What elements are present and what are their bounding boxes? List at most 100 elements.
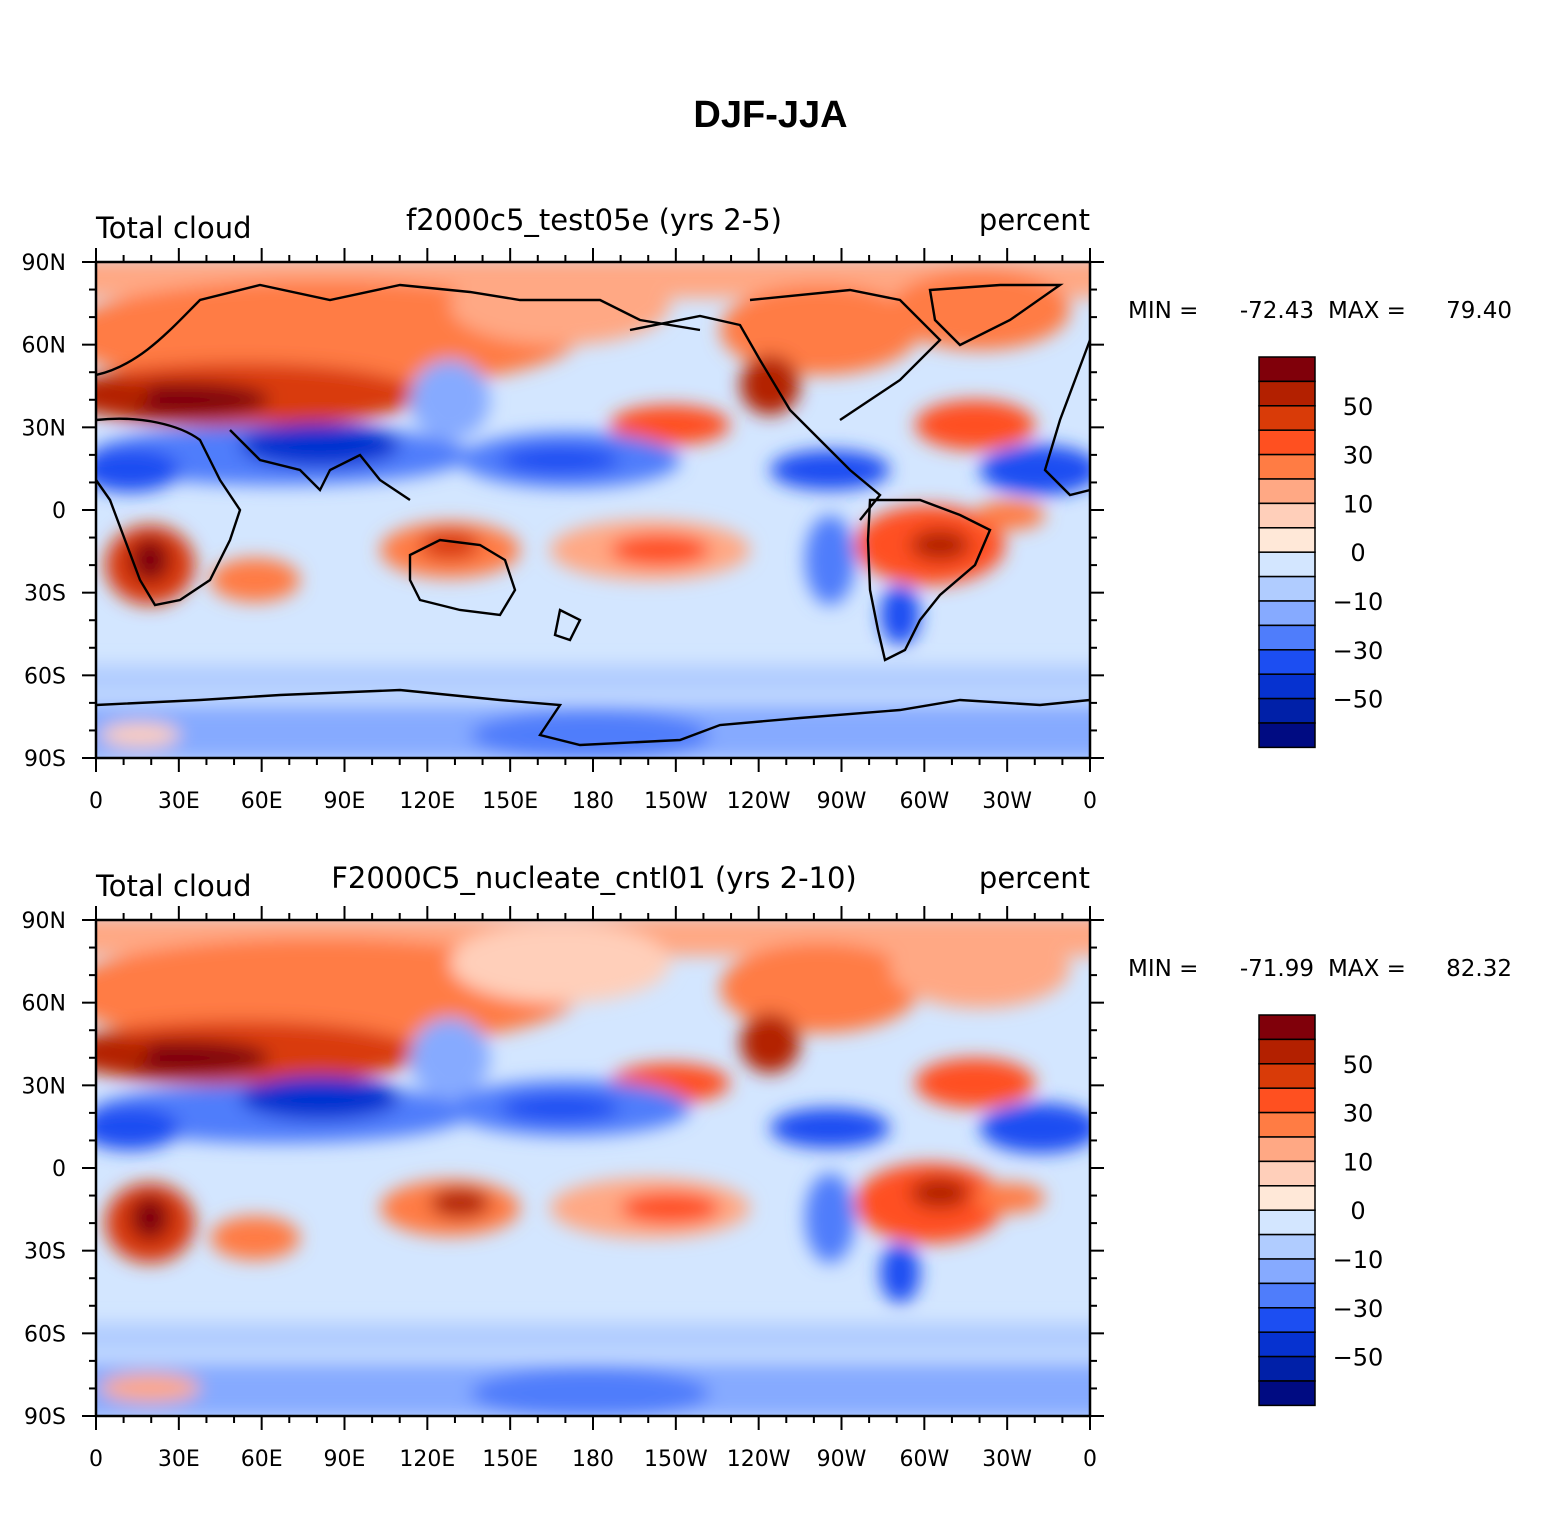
colorbar-box — [1258, 697, 1316, 724]
colorbar-label: 50 — [1343, 1051, 1374, 1079]
panel-center-title: F2000C5_nucleate_cntl01 (yrs 2-10) — [331, 861, 857, 895]
panel-right-title: percent — [979, 203, 1090, 237]
lon-tick-label: 60E — [241, 789, 283, 814]
colorbar-label: −30 — [1333, 1295, 1384, 1323]
lat-tick-label: 30S — [24, 1240, 66, 1265]
colorbar — [1258, 356, 1316, 749]
colorbar-box — [1258, 1233, 1316, 1260]
colorbar-box — [1258, 1136, 1316, 1163]
axis-ticks — [82, 248, 1104, 772]
colorbar-box — [1258, 1087, 1316, 1114]
axis-ticks — [82, 906, 1104, 1430]
lat-tick-label: 90S — [24, 1405, 66, 1430]
lon-tick-label: 90W — [817, 789, 867, 814]
colorbar-box — [1258, 1307, 1316, 1333]
lon-tick-label: 0 — [89, 789, 103, 814]
colorbar-box — [1258, 1160, 1316, 1187]
lon-tick-label: 120E — [399, 1447, 455, 1472]
colorbar-label: 10 — [1343, 490, 1374, 518]
lon-labels: 0 30E 60E 90E 120E 150E 180 150W 120W 90W 60W 30W 0 — [89, 789, 1097, 814]
min-label: MIN = — [1128, 956, 1198, 982]
colorbar-box — [1258, 1038, 1316, 1065]
colorbar-label: 50 — [1343, 393, 1374, 421]
lon-tick-label: 90W — [817, 1447, 867, 1472]
lat-tick-label: 90N — [22, 251, 66, 276]
panel-left-title: Total cloud — [95, 211, 251, 245]
colorbar-box — [1258, 1185, 1316, 1211]
lon-tick-label: 180 — [572, 1447, 614, 1472]
colorbar-box — [1258, 600, 1316, 627]
figure-title: DJF-JJA — [693, 94, 848, 136]
lon-tick-label: 30E — [158, 1447, 200, 1472]
min-value: -71.99 — [1240, 956, 1314, 982]
colorbar-label: −30 — [1333, 637, 1384, 665]
colorbar-label: −10 — [1333, 588, 1384, 616]
lat-tick-label: 0 — [52, 499, 66, 524]
lon-tick-label: 30E — [158, 789, 200, 814]
colorbar-box — [1258, 1282, 1316, 1309]
colorbar-box — [1258, 1209, 1316, 1236]
lat-tick-label: 30N — [22, 416, 66, 441]
lon-tick-label: 90E — [324, 789, 366, 814]
lat-tick-label: 60S — [24, 1322, 66, 1347]
lon-tick-label: 150W — [644, 789, 708, 814]
lon-tick-label: 120E — [399, 789, 455, 814]
panel-left-title: Total cloud — [95, 869, 251, 903]
lat-tick-label: 30N — [22, 1074, 66, 1099]
max-value: 79.40 — [1446, 298, 1512, 324]
lon-tick-label: 150W — [644, 1447, 708, 1472]
colorbar-box — [1258, 1380, 1316, 1407]
colorbar-label: 10 — [1343, 1148, 1374, 1176]
lon-tick-label: 180 — [572, 789, 614, 814]
lon-tick-label: 60E — [241, 1447, 283, 1472]
colorbar-label: 30 — [1343, 1100, 1374, 1128]
colorbar-label: −50 — [1333, 686, 1384, 714]
colorbar-box — [1258, 1258, 1316, 1285]
max-value: 82.32 — [1446, 956, 1512, 982]
colorbar-box — [1258, 429, 1316, 456]
panel-right-title: percent — [979, 861, 1090, 895]
lat-tick-label: 0 — [52, 1157, 66, 1182]
map-field — [96, 920, 1090, 1416]
lon-tick-label: 60W — [899, 789, 949, 814]
lon-tick-label: 0 — [1083, 789, 1097, 814]
colorbar-box — [1258, 624, 1316, 651]
coastlines — [96, 283, 1090, 747]
colorbar-labels: 50 30 10 0 −10 −30 −50 — [1333, 393, 1384, 714]
colorbar-box — [1258, 1063, 1316, 1089]
colorbar-label: −10 — [1333, 1246, 1384, 1274]
panel-center-title: f2000c5_test05e (yrs 2-5) — [406, 203, 782, 237]
lat-tick-label: 30S — [24, 582, 66, 607]
lat-tick-label: 90N — [22, 909, 66, 934]
colorbar-box — [1258, 1111, 1316, 1138]
colorbar-box — [1258, 356, 1316, 383]
lon-tick-label: 150E — [482, 789, 538, 814]
lat-tick-label: 90S — [24, 747, 66, 772]
lon-tick-label: 120W — [727, 789, 791, 814]
min-label: MIN = — [1128, 298, 1198, 324]
lon-tick-label: 30W — [982, 1447, 1032, 1472]
colorbar-label: −50 — [1333, 1344, 1384, 1372]
lat-labels: 90N 60N 30N 0 30S 60S 90S — [22, 251, 66, 772]
colorbar-box — [1258, 551, 1316, 578]
colorbar-box — [1258, 502, 1316, 529]
colorbar-box — [1258, 722, 1316, 749]
colorbar-label: 0 — [1350, 539, 1365, 567]
lon-tick-label: 150E — [482, 1447, 538, 1472]
lon-tick-label: 0 — [1083, 1447, 1097, 1472]
lon-tick-label: 0 — [89, 1447, 103, 1472]
lat-tick-label: 60N — [22, 334, 66, 359]
lon-tick-label: 90E — [324, 1447, 366, 1472]
colorbar-box — [1258, 1014, 1316, 1041]
colorbar — [1258, 1014, 1316, 1407]
lat-tick-label: 60N — [22, 992, 66, 1017]
lon-labels: 0 30E 60E 90E 120E 150E 180 150W 120W 90W 60W 30W 0 — [89, 1447, 1097, 1472]
colorbar-label: 0 — [1350, 1197, 1365, 1225]
max-label: MAX = — [1328, 298, 1406, 324]
colorbar-labels: 50 30 10 0 −10 −30 −50 — [1333, 1051, 1384, 1372]
colorbar-box — [1258, 380, 1316, 407]
lat-labels: 90N 60N 30N 0 30S 60S 90S — [22, 909, 66, 1430]
min-value: -72.43 — [1240, 298, 1314, 324]
